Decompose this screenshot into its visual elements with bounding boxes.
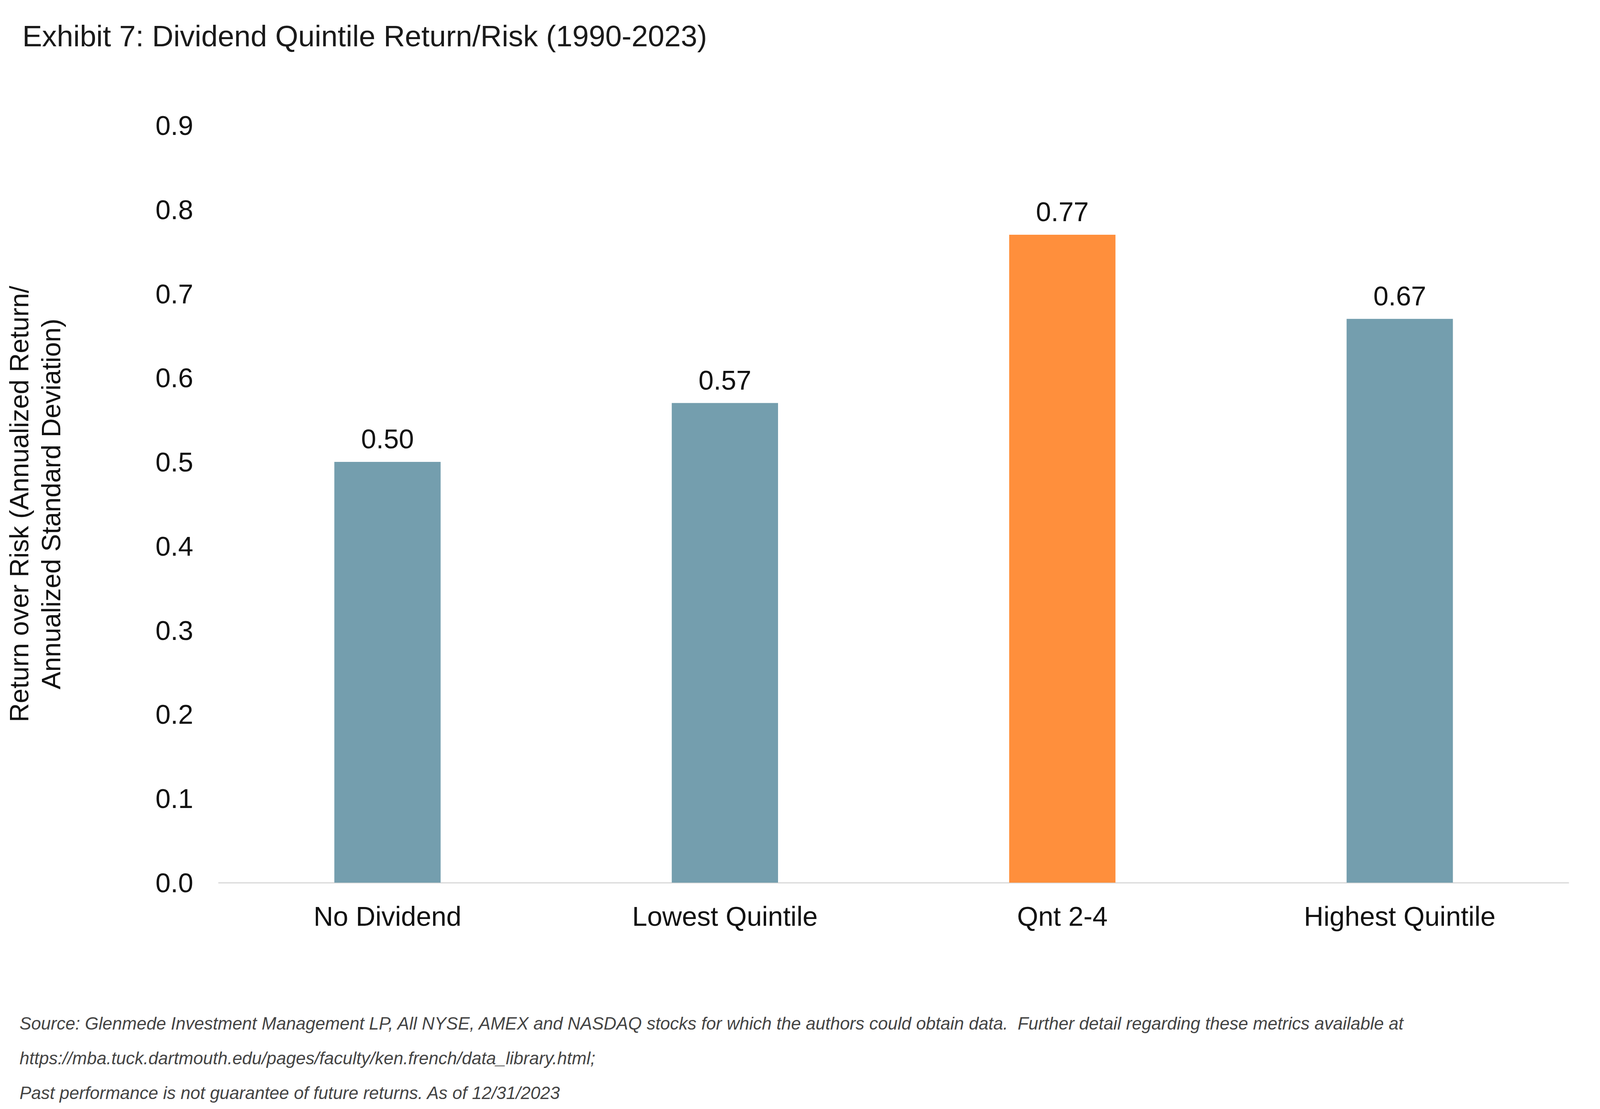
svg-text:0.5: 0.5 (155, 446, 194, 478)
svg-text:0.0: 0.0 (155, 867, 194, 898)
svg-text:Exhibit 7: Dividend Quintile R: Exhibit 7: Dividend Quintile Return/Risk… (22, 19, 707, 53)
svg-text:No Dividend: No Dividend (313, 900, 462, 932)
svg-text:0.57: 0.57 (698, 364, 752, 396)
svg-text:0.7: 0.7 (155, 278, 194, 309)
svg-text:Return over Risk (Annualized R: Return over Risk (Annualized Return/ (4, 285, 34, 723)
svg-text:0.2: 0.2 (155, 699, 194, 730)
svg-text:0.9: 0.9 (155, 110, 194, 141)
svg-text:0.4: 0.4 (155, 530, 194, 562)
svg-text:0.50: 0.50 (360, 423, 414, 454)
svg-text:Qnt 2-4: Qnt 2-4 (1017, 900, 1108, 932)
svg-text:0.6: 0.6 (155, 362, 194, 393)
svg-text:Past performance is not guaran: Past performance is not guarantee of fut… (19, 1083, 561, 1103)
svg-text:0.77: 0.77 (1035, 196, 1089, 227)
svg-text:Annualized Standard Deviation): Annualized Standard Deviation) (36, 318, 66, 690)
svg-text:Source: Glenmede Investment Ma: Source: Glenmede Investment Management L… (19, 1013, 1404, 1034)
svg-text:0.1: 0.1 (155, 783, 194, 814)
svg-text:0.8: 0.8 (155, 194, 194, 225)
svg-text:0.3: 0.3 (155, 615, 194, 646)
svg-text:Lowest Quintile: Lowest Quintile (631, 900, 818, 932)
svg-text:https://mba.tuck.dartmouth.edu: https://mba.tuck.dartmouth.edu/pages/fac… (19, 1048, 596, 1068)
svg-text:Highest Quintile: Highest Quintile (1303, 900, 1496, 932)
svg-text:0.67: 0.67 (1373, 280, 1426, 311)
